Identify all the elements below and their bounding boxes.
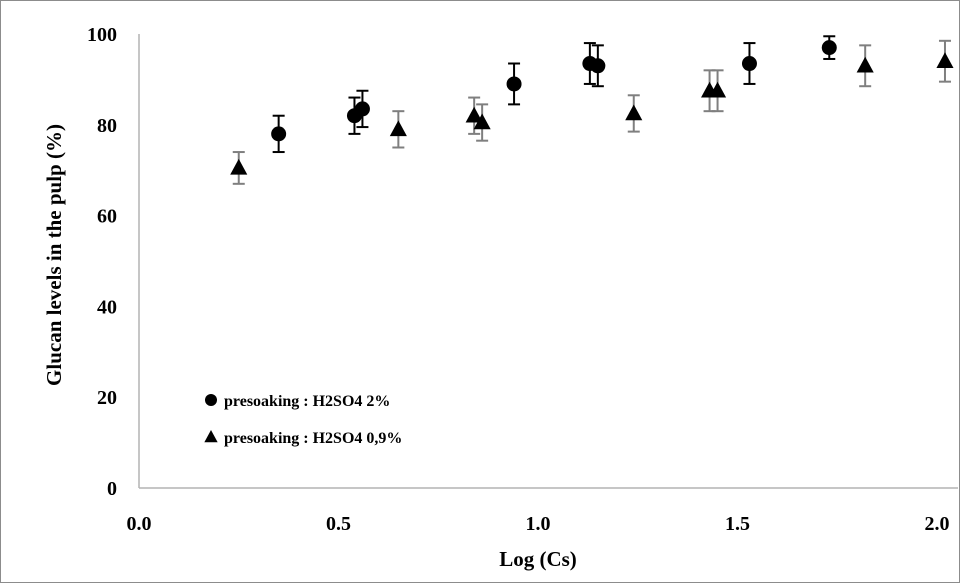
legend-item-circle: presoaking : H2SO4 2% bbox=[205, 393, 390, 410]
data-point-triangle bbox=[856, 56, 874, 73]
x-tick-label: 2.0 bbox=[925, 513, 950, 535]
data-point-circle bbox=[354, 101, 370, 117]
x-axis-title: Log (Cs) bbox=[499, 547, 577, 571]
data-point-circle bbox=[821, 40, 837, 56]
data-point-triangle bbox=[625, 104, 643, 121]
y-tick-label: 100 bbox=[87, 24, 117, 46]
y-tick-label: 0 bbox=[107, 478, 117, 500]
axes bbox=[138, 34, 958, 489]
data-point-circle bbox=[590, 58, 606, 74]
x-tick-label: 0.5 bbox=[326, 513, 351, 535]
data-point-triangle bbox=[465, 106, 483, 123]
legend-label-triangle: presoaking : H2SO4 0,9% bbox=[224, 430, 402, 447]
x-tick-label: 0.0 bbox=[127, 513, 152, 535]
data-points bbox=[230, 40, 954, 175]
y-tick-label: 40 bbox=[97, 296, 117, 318]
y-tick-label: 20 bbox=[97, 387, 117, 409]
data-point-circle bbox=[741, 56, 757, 72]
y-tick-label: 80 bbox=[97, 115, 117, 137]
data-point-triangle bbox=[709, 81, 727, 98]
legend-triangle-marker bbox=[204, 430, 218, 443]
data-point-triangle bbox=[473, 113, 491, 130]
legend-circle-marker bbox=[205, 394, 217, 406]
legend-label-circle: presoaking : H2SO4 2% bbox=[224, 393, 390, 410]
x-tick-labels: 0.0 0.5 1.0 1.5 2.0 bbox=[127, 513, 950, 535]
data-point-triangle bbox=[389, 120, 407, 137]
data-point-circle bbox=[271, 126, 287, 142]
y-tick-label: 60 bbox=[97, 206, 117, 228]
data-point-triangle bbox=[936, 52, 954, 68]
y-axis-title: Glucan levels in the pulp (%) bbox=[42, 124, 66, 386]
legend-item-triangle: presoaking : H2SO4 0,9% bbox=[204, 430, 402, 447]
data-point-triangle bbox=[230, 158, 248, 175]
data-point-circle bbox=[506, 76, 522, 92]
x-tick-label: 1.0 bbox=[526, 513, 551, 535]
legend: presoaking : H2SO4 2% presoaking : H2SO4… bbox=[204, 393, 402, 447]
x-tick-label: 1.5 bbox=[725, 513, 750, 535]
y-tick-labels: 0 20 40 60 80 100 bbox=[87, 24, 117, 500]
